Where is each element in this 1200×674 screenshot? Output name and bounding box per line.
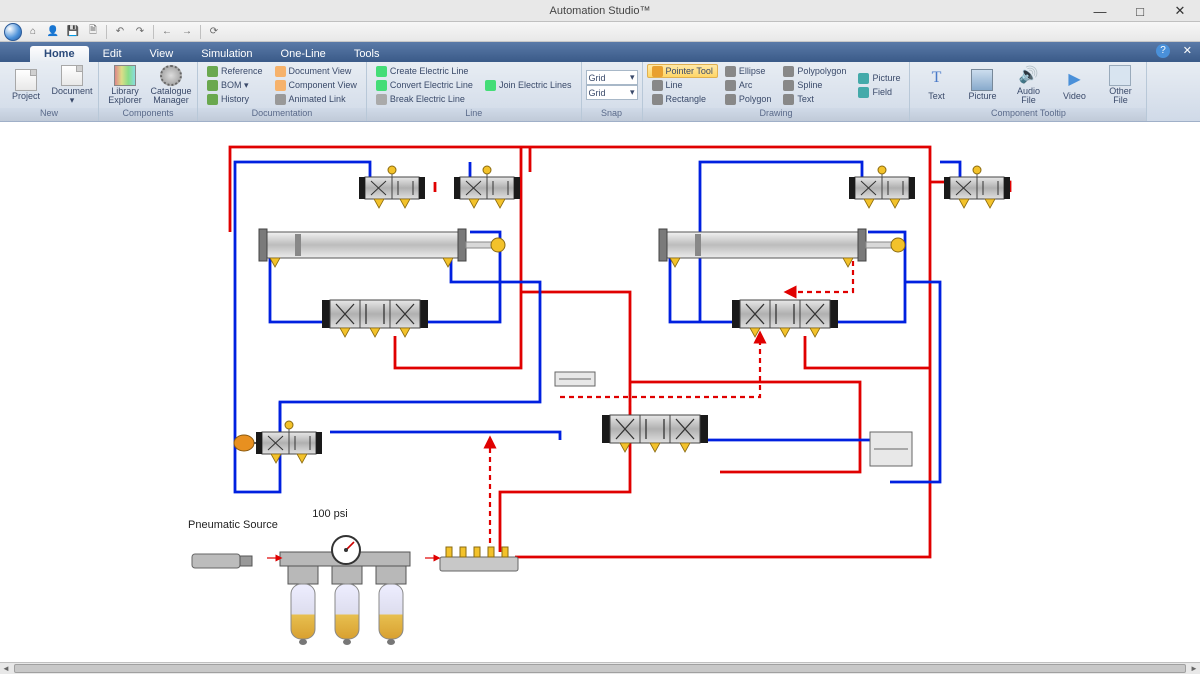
cylinder-CYL2	[659, 229, 905, 261]
ribbon-join-electric-lines-button[interactable]: Join Electric Lines	[480, 78, 577, 92]
ribbon-picture-button[interactable]: Picture	[853, 71, 905, 85]
snap-dropdown-1[interactable]: Grid▾	[586, 85, 638, 100]
ribbon-close-icon[interactable]: ✕	[1183, 44, 1192, 57]
ribbon-text-button[interactable]: TText	[914, 64, 958, 106]
ribbon-create-electric-line-button[interactable]: Create Electric Line	[371, 64, 478, 78]
ribbon-rectangle-button[interactable]: Rectangle	[647, 92, 718, 106]
source-label: Pneumatic Source	[188, 519, 278, 531]
piping-pilot	[490, 252, 853, 552]
ribbon-video-button[interactable]: ▶Video	[1052, 64, 1096, 106]
ribbon-other-button[interactable]: OtherFile	[1098, 64, 1142, 106]
ribbon-group-snap: Grid▾Grid▾Snap	[582, 62, 643, 121]
scroll-left-icon[interactable]: ◄	[0, 664, 12, 674]
ribbon-document-view-button[interactable]: Document View	[270, 64, 362, 78]
ribbon-library-button[interactable]: LibraryExplorer	[103, 64, 147, 106]
ribbon-polygon-button[interactable]: Polygon	[720, 92, 777, 106]
ribbon-polypolygon-button[interactable]: Polypolygon	[778, 64, 851, 78]
tab-tools[interactable]: Tools	[340, 46, 394, 62]
title-bar: Automation Studio™ — □ ✕	[0, 0, 1200, 22]
snap-dropdown-0[interactable]: Grid▾	[586, 70, 638, 85]
limit-valve-LS2	[454, 166, 520, 199]
qat-separator	[200, 25, 201, 39]
ribbon-break-electric-line-button[interactable]: Break Electric Line	[371, 92, 478, 106]
minimize-button[interactable]: —	[1080, 0, 1120, 22]
window-controls: — □ ✕	[1080, 0, 1200, 22]
help-icon[interactable]: ?	[1156, 44, 1170, 58]
ribbon-component-view-button[interactable]: Component View	[270, 78, 362, 92]
ribbon-audio-button[interactable]: 🔊AudioFile	[1006, 64, 1050, 106]
pressure-label: 100 psi	[312, 508, 347, 520]
workspace: Pneumatic Source 100 psi	[0, 122, 1200, 662]
ribbon-group-new: ProjectDocument▾New	[0, 62, 99, 121]
schematic-svg: Pneumatic Source 100 psi	[0, 122, 1200, 662]
valve-V3	[602, 415, 708, 443]
ribbon-bom--button[interactable]: BOM ▾	[202, 78, 268, 92]
manifold	[440, 547, 518, 571]
ribbon-group-line: Create Electric LineConvert Electric Lin…	[367, 62, 582, 121]
ribbon-ellipse-button[interactable]: Ellipse	[720, 64, 777, 78]
limit-valve-LS4	[944, 166, 1010, 199]
ribbon-group-components: LibraryExplorerCatalogueManagerComponent…	[99, 62, 198, 121]
close-button[interactable]: ✕	[1160, 0, 1200, 22]
ribbon-document-button[interactable]: Document▾	[50, 64, 94, 106]
ribbon-tabs: HomeEditViewSimulationOne-LineTools? ✕	[0, 42, 1200, 62]
ribbon-arc-button[interactable]: Arc	[720, 78, 777, 92]
ribbon-picture-button[interactable]: Picture	[960, 64, 1004, 106]
tab-one-line[interactable]: One-Line	[267, 46, 340, 62]
app-logo-icon[interactable]	[4, 23, 22, 41]
ribbon-pointer-tool-button[interactable]: Pointer Tool	[647, 64, 718, 78]
qat-undo-icon[interactable]: ↶	[111, 24, 129, 40]
limit-valve-LS3	[849, 166, 915, 199]
scroll-right-icon[interactable]: ►	[1188, 664, 1200, 674]
app-title: Automation Studio™	[550, 5, 651, 17]
ribbon-group-drawing: Pointer ToolLineRectangleEllipseArcPolyg…	[643, 62, 911, 121]
limit-valve-PB1	[234, 421, 322, 454]
qat-back-icon[interactable]: ←	[158, 24, 176, 40]
tab-simulation[interactable]: Simulation	[187, 46, 266, 62]
qat-save-icon[interactable]: 💾	[64, 24, 82, 40]
qat-refresh-icon[interactable]: ⟳	[205, 24, 223, 40]
ribbon-text-button[interactable]: Text	[778, 92, 851, 106]
valve-V1	[322, 300, 428, 328]
schematic-canvas[interactable]: Pneumatic Source 100 psi	[0, 122, 1200, 662]
qat-fwd-icon[interactable]: →	[178, 24, 196, 40]
ribbon-catalogue-button[interactable]: CatalogueManager	[149, 64, 193, 106]
ribbon: ProjectDocument▾NewLibraryExplorerCatalo…	[0, 62, 1200, 122]
ribbon-field-button[interactable]: Field	[853, 85, 905, 99]
ribbon-group-documentation: ReferenceBOM ▾HistoryDocument ViewCompon…	[198, 62, 367, 121]
horizontal-scrollbar[interactable]: ◄ ►	[0, 662, 1200, 674]
tab-edit[interactable]: Edit	[89, 46, 136, 62]
quick-access-toolbar: ⌂👤💾🗎 ↶↷ ←→ ⟳	[0, 22, 1200, 42]
qat-user-icon[interactable]: 👤	[44, 24, 62, 40]
cylinder-CYL1	[259, 229, 505, 261]
qat-separator	[106, 25, 107, 39]
ribbon-group-component-tooltip: TTextPicture🔊AudioFile▶VideoOtherFileCom…	[910, 62, 1147, 121]
qat-doc-icon[interactable]: 🗎	[84, 24, 102, 40]
scroll-thumb[interactable]	[14, 664, 1186, 673]
tab-home[interactable]: Home	[30, 46, 89, 62]
valve-V2	[732, 300, 838, 328]
aux-FLOW	[555, 372, 595, 386]
piping-pressure	[230, 147, 1010, 558]
ribbon-line-button[interactable]: Line	[647, 78, 718, 92]
qat-separator	[153, 25, 154, 39]
aux-RELAY	[870, 432, 912, 466]
qat-redo-icon[interactable]: ↷	[131, 24, 149, 40]
ribbon-convert-electric-line-button[interactable]: Convert Electric Line	[371, 78, 478, 92]
ribbon-spline-button[interactable]: Spline	[778, 78, 851, 92]
tab-view[interactable]: View	[136, 46, 188, 62]
frl-unit	[192, 536, 410, 645]
ribbon-project-button[interactable]: Project	[4, 64, 48, 106]
ribbon-animated-link-button[interactable]: Animated Link	[270, 92, 362, 106]
qat-home-icon[interactable]: ⌂	[24, 24, 42, 40]
ribbon-reference-button[interactable]: Reference	[202, 64, 268, 78]
ribbon-history-button[interactable]: History	[202, 92, 268, 106]
maximize-button[interactable]: □	[1120, 0, 1160, 22]
